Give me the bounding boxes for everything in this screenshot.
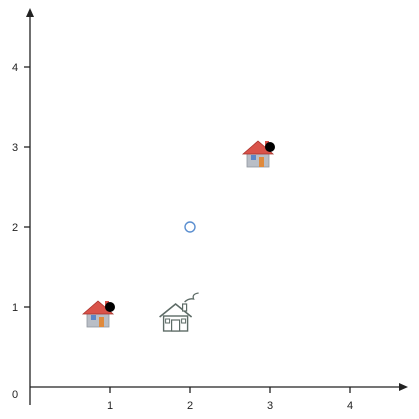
house-door [99,317,104,327]
house-window [251,155,256,160]
house-wall [86,312,110,328]
x-tick-label: 4 [347,400,353,412]
ticks: 0 1 2 3 4 1 2 3 4 [12,62,353,412]
house-chimney [182,303,188,312]
house-door [171,319,181,332]
house-wall [246,152,270,168]
x-tick-label: 2 [187,400,193,412]
house-icon [81,300,115,328]
x-axis-arrow [399,383,408,391]
data-points [105,142,275,312]
y-tick-label: 2 [12,222,18,234]
y-tick-label: 3 [12,142,18,154]
x-tick-label: 1 [107,400,113,412]
house-window [165,318,171,324]
house-markers [81,140,275,332]
axes [26,8,408,405]
house-window [91,315,96,320]
y-tick-label: 1 [12,302,18,314]
house-roof [159,302,193,318]
filled-point [105,302,115,312]
y-axis-arrow [26,8,34,17]
house-door [259,157,264,167]
filled-point [265,142,275,152]
y-tick-label: 4 [12,62,18,74]
hollow-point [184,221,196,233]
house-icon [241,140,275,168]
house-window [181,318,187,324]
chimney-smoke [184,292,199,303]
x-tick-label: 0 [12,389,18,401]
x-tick-label: 3 [267,400,273,412]
house-icon [159,292,199,332]
